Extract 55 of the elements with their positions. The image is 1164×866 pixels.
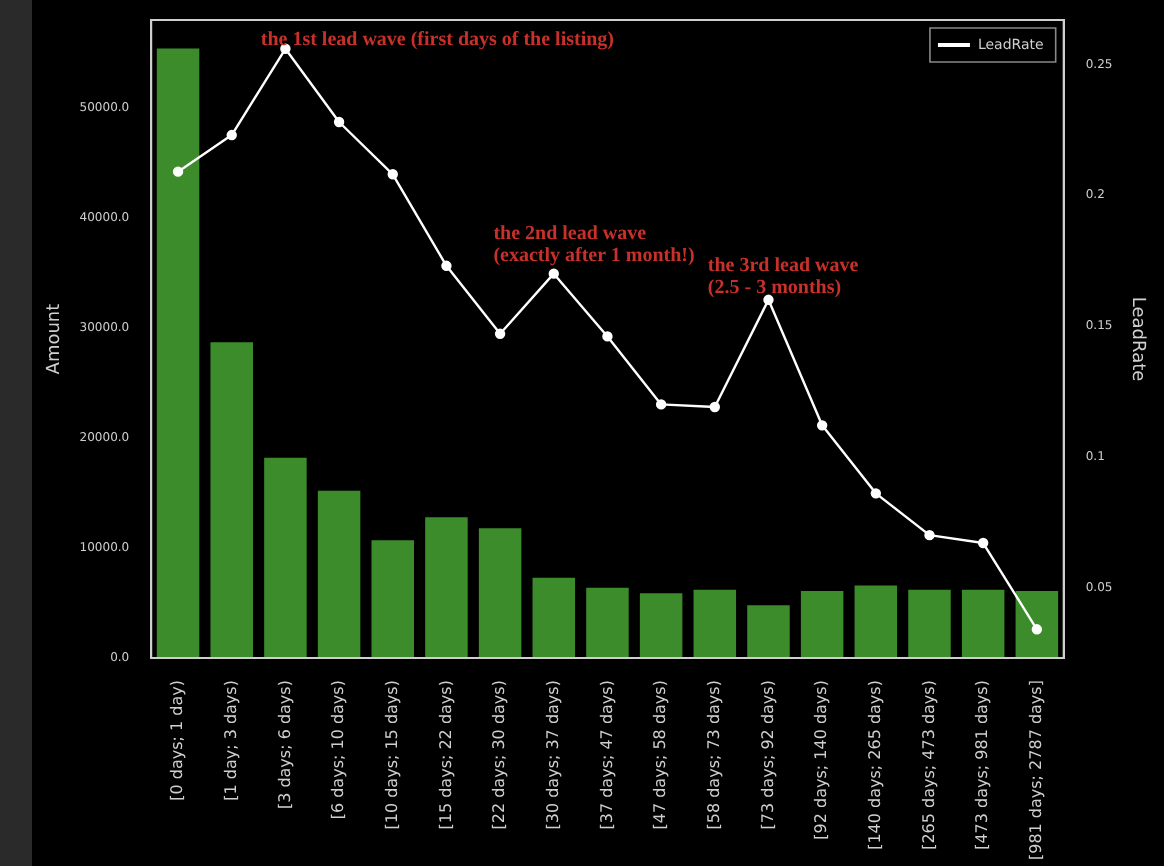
point: [172, 166, 184, 177]
x-tick-label: [1 day; 3 days): [221, 680, 240, 801]
x-tick-label: [30 days; 37 days): [543, 680, 562, 830]
x-tick-label: [3 days; 6 days): [275, 680, 294, 810]
x-tick-label: [73 days; 92 days): [758, 680, 777, 830]
x-tick-label: [0 days; 1 day): [168, 680, 187, 801]
x-tick-label: [22 days; 30 days): [490, 680, 509, 830]
annotation: the 2nd lead wave (exactly after 1 month!): [493, 223, 695, 268]
bar: [800, 590, 844, 659]
bar: [747, 605, 790, 659]
bar: [586, 587, 629, 659]
point: [226, 129, 237, 141]
point: [1031, 624, 1043, 635]
y-axis-title: Amount: [45, 302, 66, 375]
x-tick-label: [37 days; 47 days): [597, 680, 616, 830]
point: [763, 294, 774, 306]
bar: [532, 577, 576, 659]
bar: [854, 585, 898, 659]
x-tick-label: [58 days; 73 days): [704, 680, 723, 830]
point: [494, 328, 506, 340]
x-tick-label: [473 days; 981 days): [973, 680, 992, 850]
x-tick-label: [92 days; 140 days): [812, 680, 831, 840]
x-tick-label: [981 days; 2787 days]: [1027, 680, 1045, 861]
point: [924, 529, 935, 541]
bar: [908, 589, 951, 659]
bar: [693, 589, 737, 659]
bar: [425, 517, 468, 659]
bar: [156, 48, 200, 659]
point: [548, 268, 559, 279]
point: [602, 331, 613, 342]
y2-axis-title: LeadRate: [1126, 296, 1147, 383]
bar: [961, 589, 1005, 659]
point: [709, 401, 720, 413]
annotation: the 3rd lead wave (2.5 - 3 months): [707, 255, 860, 300]
point: [977, 537, 989, 549]
bar: [371, 540, 415, 659]
point: [333, 116, 345, 128]
x-tick-label: [6 days; 10 days): [329, 680, 348, 820]
annotation: the 1st lead wave (first days of the listing): [260, 28, 615, 51]
point: [441, 260, 452, 272]
x-tick-label: [140 days; 265 days): [865, 680, 884, 850]
x-tick-label: [47 days; 58 days): [651, 680, 670, 830]
x-tick-label: [265 days; 473 days): [919, 680, 938, 850]
bar: [264, 457, 307, 659]
bar: [478, 528, 522, 659]
bar: [317, 490, 361, 659]
point: [816, 420, 828, 431]
bar: [639, 593, 683, 659]
point: [870, 488, 882, 499]
bar: [1015, 590, 1059, 659]
point: [387, 169, 398, 180]
x-tick-label: [10 days; 15 days): [382, 680, 401, 830]
bar: [210, 342, 253, 659]
x-tick-label: [15 days; 22 days): [436, 680, 455, 830]
point: [655, 399, 667, 410]
